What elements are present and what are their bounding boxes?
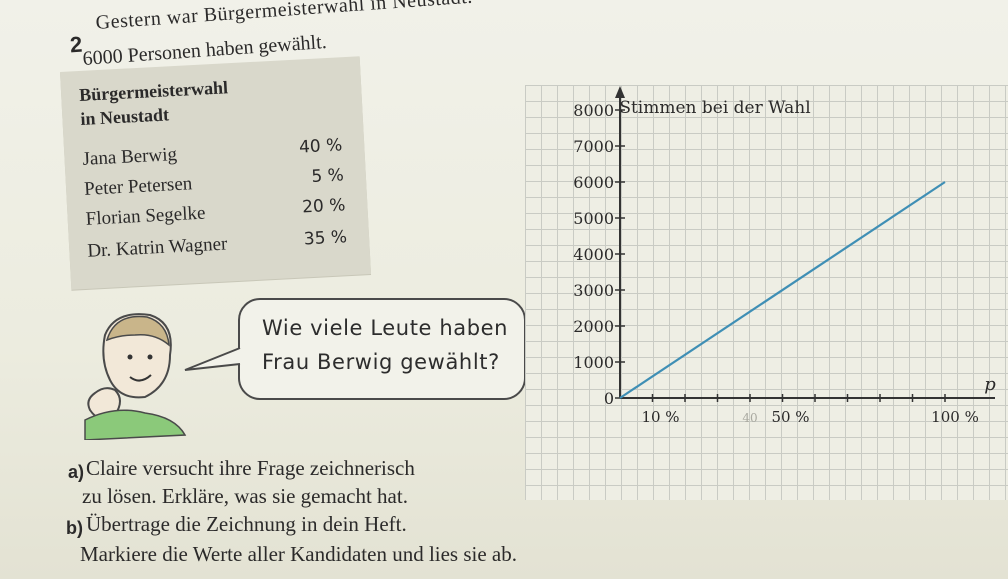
- y-tick-label: 4000: [573, 245, 614, 264]
- y-tick-label: 2000: [573, 317, 614, 336]
- x-tick-label: 50 %: [771, 408, 809, 426]
- speech-bubble-tail: [184, 347, 241, 371]
- y-tick-label: 7000: [573, 137, 614, 156]
- question-b-line-2: Markiere die Werte aller Kandidaten und …: [80, 542, 518, 566]
- x-tick-label: 10 %: [641, 408, 679, 426]
- chart-grid: [525, 85, 1008, 500]
- speech-line-2: Frau Berwig gewählt?: [262, 350, 500, 374]
- y-tick-label: 0: [604, 389, 614, 408]
- question-b-line-1: Übertrage die Zeichnung in dein Heft.: [86, 512, 407, 536]
- y-axis-arrow: [615, 86, 625, 98]
- series-line: [619, 181, 946, 399]
- y-tick-label: 5000: [573, 209, 614, 228]
- speech-bubble: Wie viele Leute haben Frau Berwig gewähl…: [238, 298, 526, 400]
- question-a-line-1: Claire versucht ihre Frage zeichnerisch: [86, 456, 415, 480]
- y-tick-label: 8000: [573, 101, 614, 120]
- speech-line-1: Wie viele Leute haben: [262, 316, 509, 340]
- y-tick-label: 3000: [573, 281, 614, 300]
- y-tick-label: 6000: [573, 173, 614, 192]
- girl-illustration: [84, 313, 187, 440]
- question-a-label: a): [68, 462, 85, 482]
- question-b-label: b): [66, 518, 83, 538]
- y-tick-label: 1000: [573, 353, 614, 372]
- chart-title: Stimmen bei der Wahl: [619, 98, 810, 118]
- x-tick-label-pencil: 40: [742, 411, 757, 425]
- question-a-line-2: zu lösen. Erkläre, was sie gemacht hat.: [82, 484, 408, 508]
- x-axis-label: p: [984, 374, 996, 395]
- x-tick-label: 100 %: [931, 408, 979, 426]
